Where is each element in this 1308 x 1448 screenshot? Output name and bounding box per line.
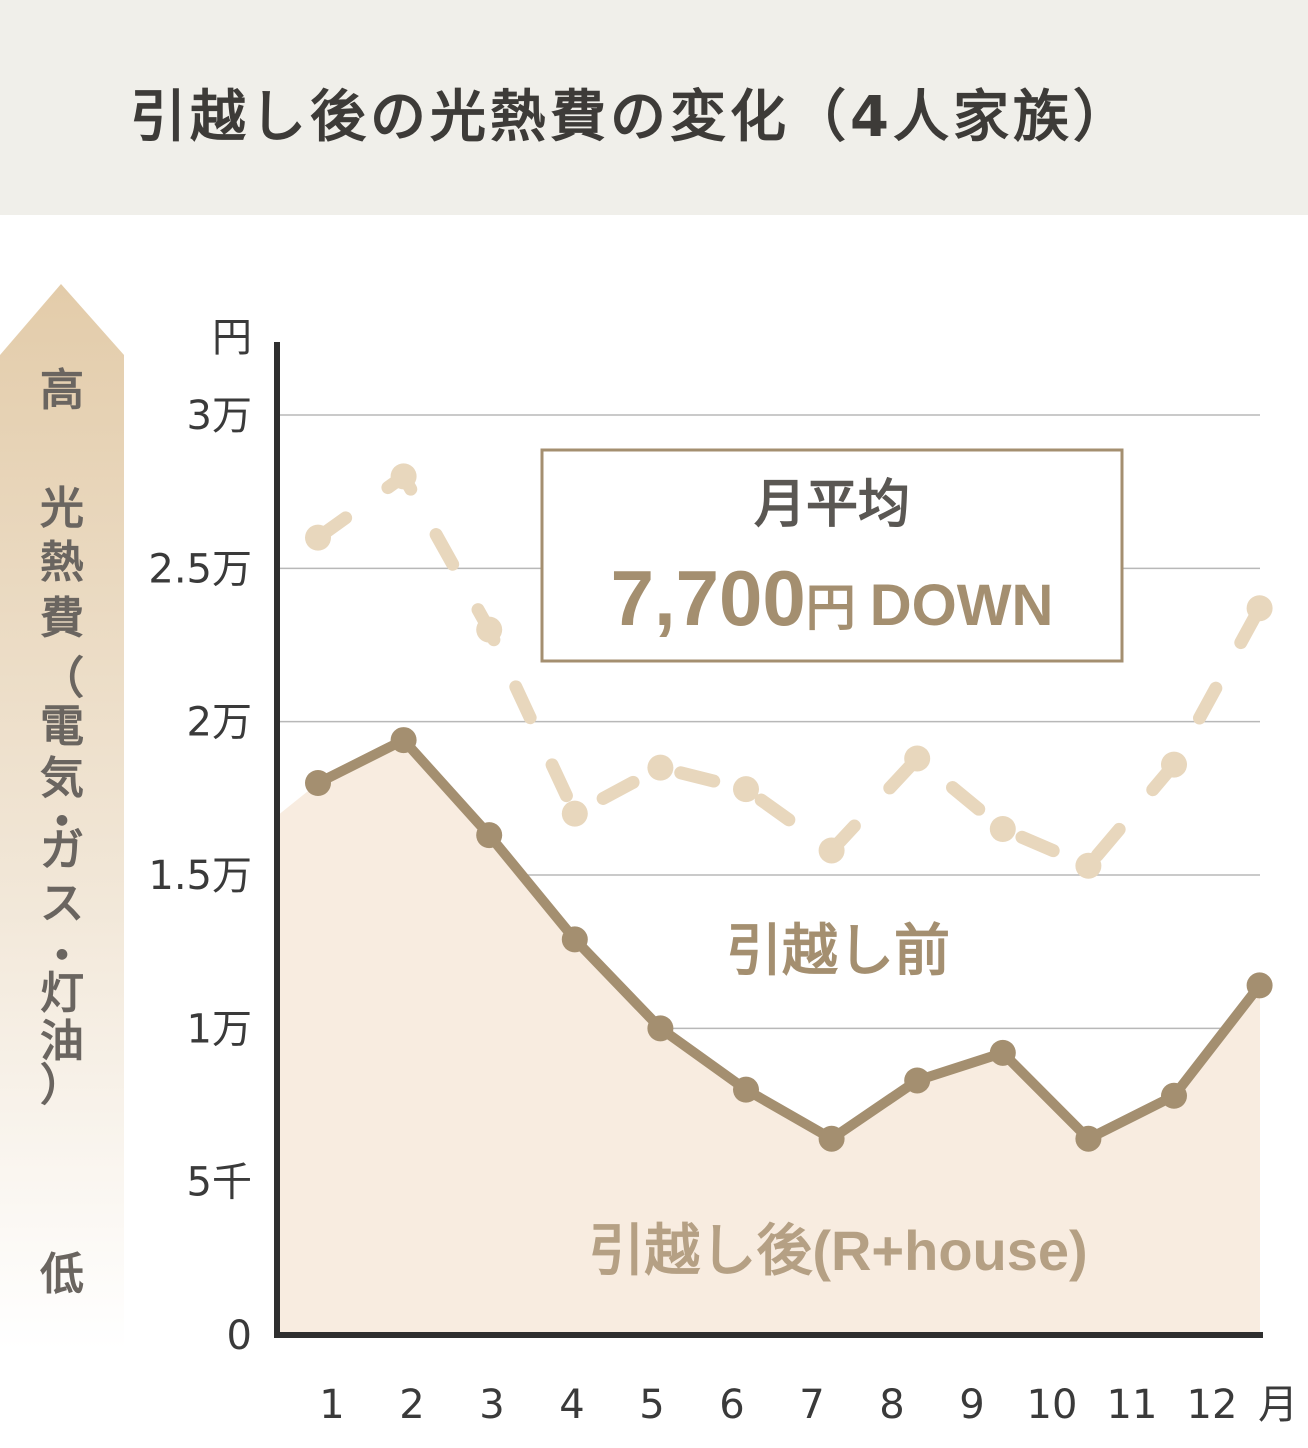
side-axis-label-char: ス xyxy=(40,879,84,928)
y-tick-label: 3万 xyxy=(187,393,252,439)
y-tick-label: 2.5万 xyxy=(148,546,252,592)
side-axis-low: 低 xyxy=(40,1250,84,1299)
x-tick-label: 4 xyxy=(559,1382,584,1428)
header-band: 引越し後の光熱費の変化（4人家族） xyxy=(0,0,1308,215)
series-after-line xyxy=(315,735,1264,1144)
series-before-point xyxy=(818,837,845,864)
side-axis-label-char: 灯 xyxy=(40,969,84,1018)
callout-value: 7,700円 DOWN xyxy=(611,554,1054,642)
series-before-point xyxy=(1246,595,1273,622)
x-tick-label: 12 xyxy=(1187,1382,1238,1428)
side-axis-label-char: 熱 xyxy=(40,538,84,587)
x-tick-label: 11 xyxy=(1107,1382,1158,1428)
x-tick-label: 1 xyxy=(319,1382,344,1428)
x-tick-label: 10 xyxy=(1027,1382,1078,1428)
series-label-before: 引越し前 xyxy=(726,919,950,982)
side-axis-label-char: ） xyxy=(40,1061,84,1110)
side-axis-label-char: 油 xyxy=(40,1017,84,1066)
side-axis-label-char: 費 xyxy=(40,594,84,643)
chart-title: 引越し後の光熱費の変化（4人家族） xyxy=(130,85,1133,150)
callout-suffix: DOWN xyxy=(870,573,1054,638)
series-before-point xyxy=(561,800,588,827)
side-axis-label-char: ガ xyxy=(40,826,84,875)
series-before-point xyxy=(390,463,417,490)
side-axis-label-char: ・ xyxy=(40,798,84,847)
x-tick-label: 8 xyxy=(879,1382,904,1428)
series-after-point xyxy=(989,1039,1016,1066)
y-axis-unit: 円 xyxy=(212,315,252,361)
series-after-point xyxy=(818,1125,845,1152)
series-before-point xyxy=(1161,751,1187,778)
series-before-point xyxy=(989,816,1016,842)
side-axis-arrow xyxy=(0,284,124,1350)
x-tick-label: 9 xyxy=(959,1382,984,1428)
callout-box xyxy=(540,448,1124,663)
y-tick-label: 1万 xyxy=(187,1006,252,1052)
x-tick-label: 3 xyxy=(479,1382,504,1428)
callout-unit: 円 xyxy=(806,580,856,636)
x-axis-unit: 月 xyxy=(1258,1382,1298,1428)
side-axis-label-char: （ xyxy=(40,654,84,703)
series-before-line xyxy=(311,466,1267,874)
y-tick-label: 5千 xyxy=(187,1160,252,1206)
series-after-point xyxy=(1161,1082,1187,1109)
side-axis-label-char: 電 xyxy=(40,702,84,751)
series-after-point xyxy=(904,1067,931,1094)
series-before-point xyxy=(733,776,759,803)
callout-amount: 7,700 xyxy=(611,554,806,642)
series-before-point xyxy=(1075,852,1102,879)
side-axis-label-char: ・ xyxy=(40,932,84,981)
side-axis-label-char: 光 xyxy=(40,484,84,533)
after-area xyxy=(277,740,1260,1335)
series-before-point xyxy=(476,616,503,643)
side-axis-high: 高 xyxy=(40,366,84,415)
series-before-point xyxy=(647,754,674,781)
series-after-point xyxy=(733,1076,759,1103)
series-after-point xyxy=(305,770,331,796)
x-tick-label: 5 xyxy=(639,1382,664,1428)
x-tick-label: 6 xyxy=(719,1382,744,1428)
y-tick-label: 1.5万 xyxy=(148,853,252,899)
series-after-point xyxy=(476,822,503,849)
series-after-point xyxy=(1246,972,1273,999)
series-after-point xyxy=(561,926,588,953)
x-tick-label: 2 xyxy=(399,1382,424,1428)
y-tick-label: 0 xyxy=(227,1313,252,1359)
side-axis-label-char: 気 xyxy=(40,754,84,803)
series-after-point xyxy=(1075,1125,1102,1152)
series-label-after: 引越し後(R+house) xyxy=(588,1219,1087,1282)
callout-label: 月平均 xyxy=(754,476,910,534)
series-before-point xyxy=(305,524,331,551)
series-before-point xyxy=(904,745,931,772)
series-after-point xyxy=(390,727,417,754)
series-after-point xyxy=(647,1015,674,1042)
x-tick-label: 7 xyxy=(799,1382,824,1428)
y-tick-label: 2万 xyxy=(187,700,252,746)
